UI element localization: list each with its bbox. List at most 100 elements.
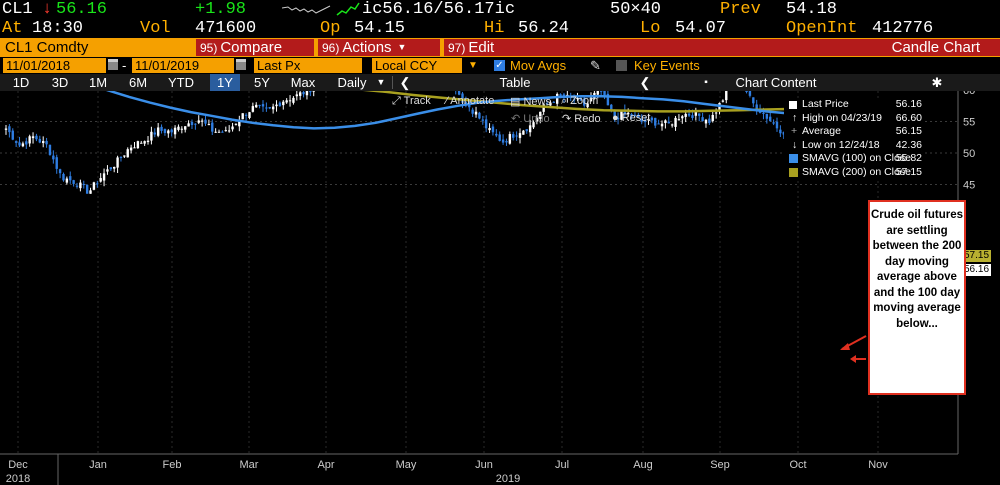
- tab-1m[interactable]: 1M: [88, 75, 108, 90]
- key-events-label: Key Events: [634, 58, 700, 73]
- candle-body: [268, 107, 271, 109]
- candle-body: [177, 126, 180, 130]
- y-tick-label: 50: [963, 148, 975, 160]
- candle-body: [170, 129, 173, 133]
- zoom-label: Zoom: [570, 95, 599, 107]
- low-label: Lo: [640, 19, 661, 38]
- compare-button[interactable]: 95) Compare: [196, 39, 314, 56]
- candle-body: [160, 126, 163, 131]
- zoom-tool[interactable]: ⌕ Zoom: [561, 95, 598, 108]
- legend-sma200: SMAVG (200) on Close 57.15: [784, 166, 924, 180]
- candle-body: [116, 157, 119, 168]
- candle-body: [207, 124, 211, 126]
- candle-body: [298, 92, 302, 96]
- candle-body: [691, 115, 694, 119]
- tab-ytd[interactable]: YTD: [168, 75, 194, 90]
- candle-body: [775, 121, 779, 129]
- candle-body: [153, 132, 156, 135]
- candle-body: [106, 169, 109, 172]
- tab-max[interactable]: Max: [290, 75, 316, 90]
- candle-body: [620, 111, 623, 120]
- reset-button[interactable]: ● Reset: [612, 112, 650, 124]
- sparkline-icon: [282, 5, 331, 14]
- open-label: Op: [320, 19, 341, 38]
- frequency-caret-icon[interactable]: ▼: [376, 77, 386, 87]
- low-marker-icon: ↓: [792, 138, 798, 151]
- compare-label: Compare: [220, 39, 283, 56]
- candle-body: [532, 122, 535, 128]
- candle-body: [501, 139, 505, 143]
- x-tick-label: Jun: [475, 459, 493, 471]
- candle-body: [721, 100, 725, 102]
- frequency-select[interactable]: Daily: [337, 75, 367, 90]
- table-button[interactable]: Table: [499, 75, 531, 90]
- candle-body: [704, 119, 708, 124]
- candle-body: [184, 126, 187, 130]
- news-tool[interactable]: ▤ News: [510, 95, 551, 108]
- key-events-checkbox[interactable]: [616, 60, 627, 71]
- redo-button[interactable]: ↷ Redo: [562, 112, 601, 125]
- candle-body: [150, 131, 153, 141]
- candle-body: [725, 91, 728, 101]
- candle-body: [309, 91, 312, 93]
- candle-body: [248, 112, 251, 118]
- mov-avgs-checkbox[interactable]: ✓: [494, 60, 505, 71]
- security-field[interactable]: CL1 Comdty: [5, 39, 89, 56]
- legend-label: SMAVG (100) on Close: [802, 152, 911, 164]
- pencil-icon[interactable]: ✎: [590, 58, 601, 73]
- divider: [392, 76, 393, 89]
- tab-3d[interactable]: 3D: [51, 75, 69, 90]
- sma200-line: [362, 91, 849, 113]
- high-value: 56.24: [518, 19, 570, 38]
- actions-button[interactable]: 96) Actions ▼: [318, 39, 440, 56]
- candle-body: [45, 140, 48, 145]
- calendar-icon[interactable]: [236, 59, 246, 70]
- chart-content-button[interactable]: Chart Content: [735, 75, 817, 90]
- undo-button[interactable]: ↶ Undo: [511, 112, 550, 125]
- track-label: Track: [403, 95, 431, 107]
- currency-caret-icon[interactable]: ▼: [468, 60, 478, 71]
- legend-label: Average: [802, 125, 841, 137]
- candle-body: [643, 119, 647, 123]
- gear-icon[interactable]: ✱: [931, 75, 943, 90]
- tab-5y[interactable]: 5Y: [254, 75, 270, 90]
- candle-body: [474, 111, 478, 115]
- candle-body: [275, 104, 278, 107]
- x-tick-label: May: [396, 459, 417, 471]
- price-field-select[interactable]: Last Px: [254, 58, 362, 73]
- candle-body: [528, 125, 532, 133]
- candle-body: [102, 173, 106, 181]
- x-tick-label: Oct: [789, 459, 806, 471]
- legend-last-price: Last Price 56.16: [784, 98, 924, 112]
- annotate-tool[interactable]: ∕ Annotate: [446, 95, 494, 107]
- candle-body: [48, 144, 52, 155]
- candle-body: [495, 133, 498, 136]
- candle-body: [292, 97, 295, 103]
- chevron-left-icon[interactable]: ❮: [639, 75, 651, 90]
- annotate-label: Annotate: [450, 95, 495, 107]
- price-chart[interactable]: 455055606570DecJanFebMarAprMayJunJulAugS…: [0, 91, 1000, 485]
- candle-body: [779, 129, 782, 134]
- tab-1y[interactable]: 1Y: [210, 74, 240, 91]
- track-tool[interactable]: ⤢ Track: [392, 95, 431, 108]
- candle-body: [491, 126, 495, 133]
- candle-body: [204, 119, 207, 124]
- end-date-field[interactable]: 11/01/2019: [132, 58, 234, 73]
- ticker-symbol[interactable]: CL1: [2, 0, 33, 19]
- start-date-field[interactable]: 11/01/2018: [3, 58, 106, 73]
- candle-body: [633, 114, 637, 117]
- candle-body: [579, 97, 583, 101]
- candle-body: [755, 104, 758, 111]
- tab-1d[interactable]: 1D: [12, 75, 30, 90]
- chevron-left-icon[interactable]: ❮: [399, 75, 411, 90]
- legend-low: ↓ Low on 12/24/18 42.36: [784, 139, 924, 153]
- candle-body: [772, 122, 775, 124]
- legend-label: Last Price: [802, 98, 849, 110]
- candle-body: [224, 130, 227, 132]
- calendar-icon[interactable]: [108, 59, 118, 70]
- currency-select[interactable]: Local CCY: [372, 58, 462, 73]
- candle-body: [241, 113, 244, 120]
- tab-6m[interactable]: 6M: [128, 75, 148, 90]
- candle-body: [681, 116, 684, 119]
- time-label: At: [2, 19, 23, 38]
